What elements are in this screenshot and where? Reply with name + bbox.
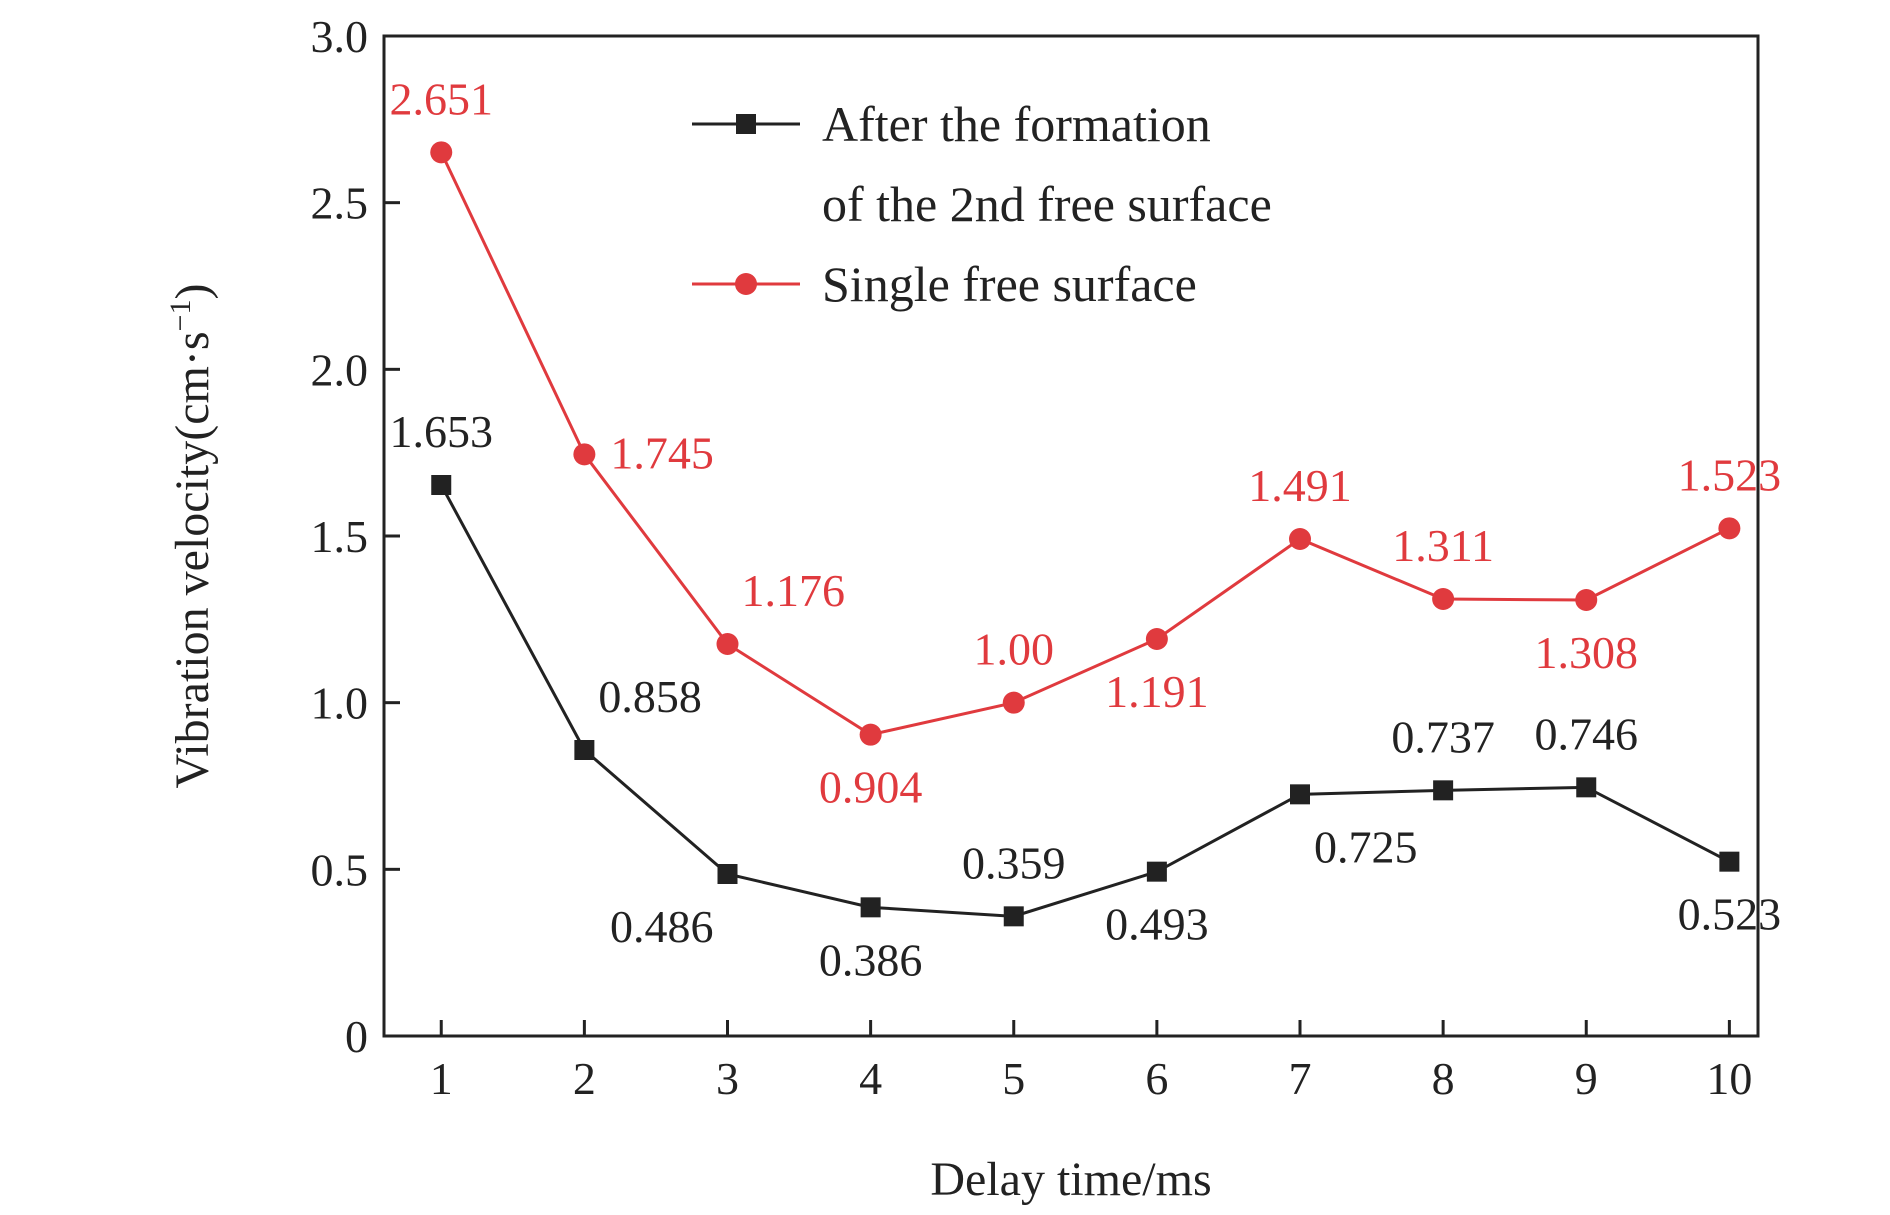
x-axis-title: Delay time/ms bbox=[930, 1153, 1211, 1206]
data-point bbox=[1145, 628, 1168, 650]
data-point bbox=[1719, 851, 1740, 872]
legend-label: Single free surface bbox=[822, 256, 1197, 312]
data-label: 0.904 bbox=[819, 762, 923, 813]
data-point bbox=[1289, 528, 1311, 550]
x-tick-label: 6 bbox=[1145, 1053, 1168, 1104]
legend-marker bbox=[735, 273, 757, 295]
data-point bbox=[430, 141, 453, 164]
data-point bbox=[860, 897, 881, 918]
x-tick-label: 1 bbox=[430, 1053, 453, 1104]
y-axis-title-superscript: −1 bbox=[164, 300, 197, 332]
data-label: 0.725 bbox=[1314, 821, 1418, 872]
x-tick-label: 10 bbox=[1706, 1053, 1752, 1104]
y-tick-label: 0 bbox=[345, 1011, 368, 1062]
data-label: 1.523 bbox=[1678, 449, 1782, 500]
x-tick-label: 7 bbox=[1289, 1053, 1312, 1104]
data-label: 1.653 bbox=[390, 406, 494, 457]
legend: After the formation of the 2nd free surfa… bbox=[692, 96, 1272, 312]
data-point bbox=[1003, 906, 1024, 927]
data-label: 1.311 bbox=[1392, 520, 1494, 571]
legend-label: of the 2nd free surface bbox=[822, 176, 1272, 232]
x-tick-label: 2 bbox=[573, 1053, 596, 1104]
data-label: 0.386 bbox=[819, 934, 923, 985]
x-tick-label: 8 bbox=[1432, 1053, 1455, 1104]
series-layer bbox=[430, 141, 1741, 927]
data-label: 1.00 bbox=[974, 624, 1055, 675]
x-axis: 1 2 3 4 5 6 7 8 9 10 bbox=[430, 1020, 1752, 1104]
y-tick-label: 1.5 bbox=[311, 511, 369, 562]
data-point bbox=[573, 443, 596, 466]
y-tick-label: 1.0 bbox=[311, 678, 369, 729]
data-point bbox=[1002, 691, 1025, 714]
data-label: 0.359 bbox=[962, 837, 1066, 888]
data-label: 1.745 bbox=[610, 427, 714, 478]
data-label: 1.176 bbox=[742, 565, 846, 616]
y-axis-title: Vibration velocity(cm·s−1) bbox=[164, 284, 219, 789]
x-tick-label: 3 bbox=[716, 1053, 739, 1104]
data-point bbox=[1290, 784, 1310, 805]
data-point bbox=[1432, 588, 1455, 610]
legend-entry: Single free surface bbox=[692, 256, 1197, 312]
data-label: 0.858 bbox=[598, 671, 702, 722]
data-point bbox=[716, 633, 739, 655]
data-point bbox=[859, 723, 882, 746]
data-label: 0.486 bbox=[610, 901, 714, 952]
x-tick-label: 9 bbox=[1575, 1053, 1598, 1104]
data-point bbox=[1718, 517, 1741, 540]
legend-label: After the formation bbox=[822, 96, 1211, 152]
data-label: 0.746 bbox=[1535, 708, 1639, 759]
x-tick-label: 5 bbox=[1002, 1053, 1025, 1104]
data-label: 1.191 bbox=[1105, 666, 1209, 717]
y-tick-label: 2.0 bbox=[311, 344, 369, 395]
y-tick-label: 0.5 bbox=[311, 844, 369, 895]
series-line bbox=[439, 484, 1731, 918]
data-label: 2.651 bbox=[390, 73, 494, 124]
legend-entry: After the formation of the 2nd free surfa… bbox=[692, 96, 1272, 232]
data-label: 0.493 bbox=[1105, 899, 1209, 950]
y-tick-label: 2.5 bbox=[311, 178, 369, 229]
data-point bbox=[431, 475, 452, 495]
data-labels: 1.653 0.858 0.486 0.386 0.359 0.493 0.725 0.737… bbox=[390, 73, 1782, 985]
data-point bbox=[1146, 861, 1167, 882]
data-point bbox=[1576, 777, 1597, 798]
series-1 bbox=[431, 475, 1740, 927]
data-label: 1.491 bbox=[1248, 460, 1352, 511]
series-2 bbox=[430, 141, 1741, 746]
y-axis-title-close: ) bbox=[166, 284, 219, 300]
data-label: 0.737 bbox=[1391, 711, 1495, 762]
data-point bbox=[1575, 589, 1598, 611]
data-point bbox=[574, 740, 595, 760]
legend-marker bbox=[736, 114, 756, 134]
y-axis-title-main: Vibration velocity(cm·s bbox=[166, 331, 219, 788]
y-tick-label: 3.0 bbox=[311, 11, 369, 62]
data-point bbox=[1433, 780, 1454, 801]
data-label: 1.308 bbox=[1535, 627, 1639, 678]
data-label: 0.523 bbox=[1678, 889, 1782, 940]
data-point bbox=[717, 864, 738, 884]
x-tick-label: 4 bbox=[859, 1053, 882, 1104]
y-axis: 0 0.5 1.0 1.5 2.0 2.5 3.0 bbox=[311, 11, 400, 1062]
series-line bbox=[439, 151, 1731, 737]
